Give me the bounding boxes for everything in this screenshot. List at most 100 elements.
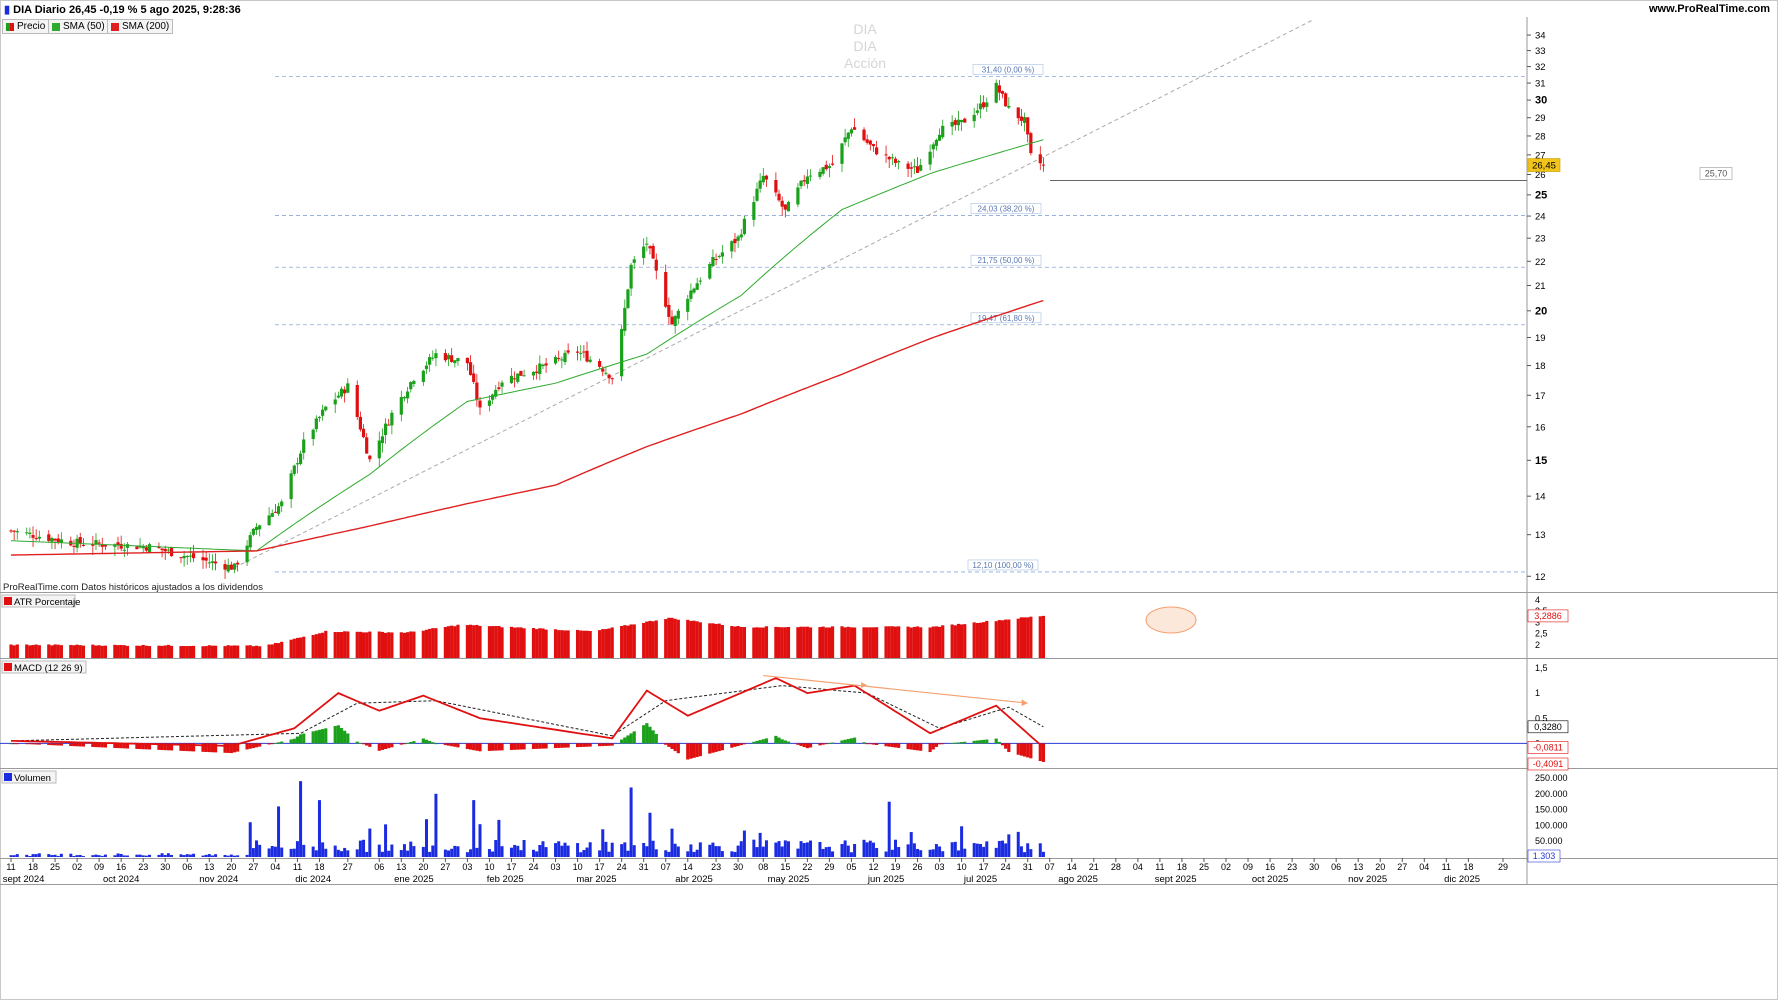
volume-bar: [336, 849, 340, 857]
legend-sma50[interactable]: SMA (50): [48, 19, 109, 34]
macd-histogram-bar: [686, 743, 690, 760]
macd-histogram-bar: [15, 743, 19, 745]
macd-histogram-bar: [689, 743, 693, 759]
candle-body: [9, 530, 13, 532]
macd-histogram-bar: [446, 743, 451, 746]
atr-bar: [714, 624, 718, 658]
atr-bar: [535, 629, 539, 658]
site-link[interactable]: www.ProRealTime.com: [1648, 3, 1770, 15]
volume-bar: [166, 853, 170, 857]
legend-sma200[interactable]: SMA (200): [107, 19, 174, 34]
volume-bar: [207, 854, 211, 857]
atr-bar: [138, 645, 142, 658]
atr-bar: [251, 646, 255, 658]
atr-swatch-icon: [4, 597, 12, 605]
watermark-text: DIA: [853, 21, 877, 37]
atr-bar: [317, 633, 322, 658]
x-tick-label: 02: [72, 862, 82, 872]
atr-bar: [667, 617, 671, 658]
atr-bar: [783, 627, 787, 658]
candle-body: [796, 187, 800, 205]
macd-histogram-bar: [428, 740, 432, 744]
volume-bar: [982, 846, 986, 857]
volume-bar: [147, 854, 151, 857]
volume-bar: [557, 841, 561, 857]
macd-histogram-bar: [654, 733, 658, 744]
macd-histogram-bar: [424, 739, 429, 744]
candle-body: [383, 423, 388, 436]
atr-bar: [292, 638, 296, 658]
candle-body: [513, 378, 517, 380]
volume-bar: [295, 841, 299, 857]
volume-bar: [708, 844, 712, 857]
atr-bar: [478, 625, 482, 658]
atr-bar: [774, 626, 778, 658]
candle-body: [588, 359, 592, 362]
macd-histogram-bar: [560, 743, 564, 748]
candle-body: [188, 555, 193, 557]
atr-bar: [210, 645, 215, 658]
price-tick-label: 13: [1535, 530, 1546, 541]
candle-body: [103, 544, 108, 547]
candle-body: [276, 506, 281, 514]
macd-histogram-bar: [125, 743, 130, 749]
volume-bar: [651, 840, 655, 857]
atr-bar: [730, 626, 734, 658]
volume-bar: [179, 854, 183, 857]
atr-bar: [758, 627, 762, 658]
atr-bar: [377, 631, 381, 658]
macd-histogram-bar: [871, 743, 876, 745]
atr-bar: [1016, 618, 1020, 658]
volume-bar: [97, 855, 101, 857]
volume-bar: [758, 832, 762, 857]
legend-price-label: Precio: [17, 21, 46, 32]
volume-bar: [934, 844, 938, 857]
macd-histogram-bar: [623, 737, 627, 744]
candle-body: [1026, 117, 1030, 135]
atr-bar: [380, 631, 385, 658]
volume-bar: [245, 854, 249, 857]
x-tick-label: 17: [506, 862, 516, 872]
atr-bar: [544, 629, 548, 658]
macd-histogram-bar: [53, 743, 57, 746]
candle-body: [236, 562, 240, 565]
macd-histogram-bar: [796, 743, 800, 745]
volume-bar: [431, 845, 435, 857]
legend-price[interactable]: Precio: [2, 19, 50, 34]
volume-bar: [541, 841, 545, 857]
candle-body: [553, 357, 558, 364]
atr-bar: [103, 645, 108, 658]
atr-bar: [972, 622, 976, 658]
candle-body: [267, 515, 271, 526]
candle-body: [135, 546, 139, 550]
macd-histogram-bar: [213, 743, 218, 753]
atr-bar: [1038, 616, 1042, 658]
candle-body: [421, 370, 425, 382]
volume-bar: [742, 830, 746, 857]
candle-body: [465, 357, 470, 364]
volume-bar: [75, 855, 79, 857]
candle-body: [736, 236, 740, 241]
x-tick-label: 20: [226, 862, 236, 872]
atr-bar: [717, 623, 721, 658]
price-tick-label: 32: [1535, 62, 1546, 73]
fibonacci-label-box: [970, 254, 1042, 266]
macd-histogram-bar: [431, 742, 435, 744]
candle-body: [494, 389, 498, 397]
candle-body: [531, 371, 536, 376]
volume-bar: [629, 787, 633, 857]
volume-bar: [333, 845, 337, 857]
volume-bar: [91, 855, 95, 857]
macd-histogram-bar: [50, 743, 54, 746]
volume-bar: [730, 851, 734, 857]
candle-body: [575, 351, 580, 353]
x-tick-label: 30: [733, 862, 743, 872]
volume-bar: [365, 851, 369, 857]
atr-bar: [494, 626, 498, 658]
x-tick-label: 30: [160, 862, 170, 872]
macd-line: [11, 677, 1045, 749]
atr-bar: [78, 645, 82, 658]
volume-bar: [368, 828, 372, 857]
macd-histogram-bar: [210, 743, 215, 753]
